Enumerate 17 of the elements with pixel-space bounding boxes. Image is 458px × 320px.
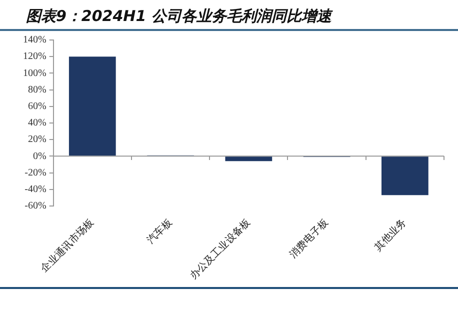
- x-tick-label: 消费电子板: [286, 216, 331, 260]
- y-tick-label: -60%: [24, 200, 46, 212]
- chart-title: 图表9：2024H1 公司各业务毛利润同比增速: [0, 3, 458, 31]
- x-tick-label: 其他业务: [372, 216, 409, 254]
- y-tick-label: 120%: [22, 51, 46, 62]
- y-tick-label: -40%: [24, 184, 46, 195]
- x-tick-label: 办公及工业设备板: [188, 216, 253, 282]
- y-tick-label: 80%: [28, 84, 46, 96]
- y-tick-label: 20%: [28, 134, 46, 146]
- y-tick-label: 40%: [28, 118, 46, 129]
- y-tick-label: 140%: [22, 34, 46, 46]
- x-tick-label: 企业通讯市场板: [38, 216, 96, 275]
- y-tick-label: 0%: [32, 150, 46, 162]
- y-tick-label: 60%: [28, 101, 46, 112]
- y-tick-label: -20%: [24, 167, 46, 178]
- x-tick-label: 汽车板: [144, 216, 174, 246]
- y-tick-label: 100%: [22, 68, 46, 79]
